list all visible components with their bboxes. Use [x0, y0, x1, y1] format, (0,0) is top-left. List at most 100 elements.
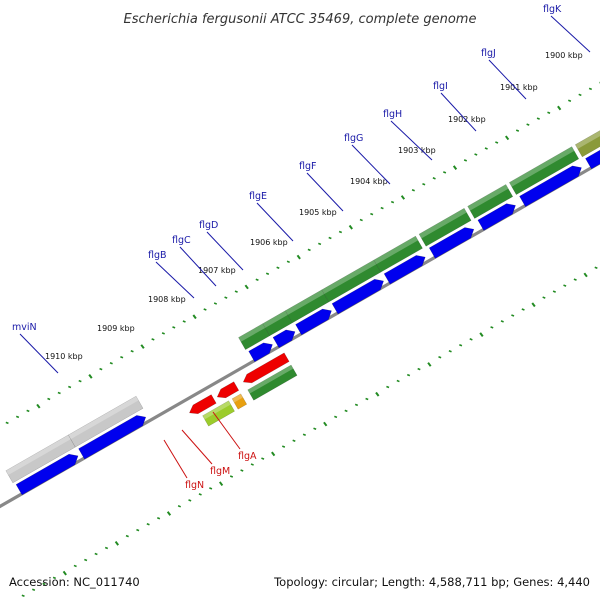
forward-tick	[286, 260, 290, 264]
forward-tick	[422, 183, 426, 186]
topology-text: Topology: circular; Length: 4,588,711 bp…	[274, 575, 590, 589]
reverse-tick	[42, 582, 46, 586]
forward-tick	[328, 236, 332, 240]
forward-tick	[182, 320, 186, 323]
reverse-tick	[573, 278, 577, 281]
reverse-tick	[313, 427, 317, 431]
reverse-tick	[114, 540, 120, 546]
forward-tick	[588, 87, 593, 91]
reverse-tick	[84, 558, 88, 562]
accession-text: Accession: NC_011740	[9, 575, 140, 589]
forward-tick	[15, 415, 20, 419]
reverse-tick	[521, 308, 525, 311]
forward-tick	[307, 248, 311, 252]
feature-track	[5, 130, 600, 496]
forward-tick	[318, 242, 322, 246]
forward-tick	[57, 391, 61, 395]
reverse-tick	[302, 433, 306, 436]
forward-tick	[547, 111, 551, 114]
forward-tick	[213, 302, 218, 305]
forward-tick	[255, 278, 259, 281]
gene-label: flgD	[199, 220, 218, 231]
forward-tick	[390, 200, 395, 204]
reverse-tick	[323, 421, 328, 427]
cds-arrow	[248, 342, 273, 363]
forward-tick	[432, 177, 436, 180]
forward-tick	[400, 195, 406, 200]
kbp-label: 1907 kbp	[198, 266, 236, 275]
cds-arrow-reverse	[216, 381, 240, 399]
forward-tick	[370, 212, 374, 216]
gene-leader-line	[181, 429, 213, 465]
forward-tick	[515, 129, 520, 132]
reverse-tick	[459, 344, 463, 347]
forward-tick	[99, 367, 103, 371]
reverse-tick	[62, 570, 67, 576]
forward-tick	[78, 379, 82, 383]
gene-label: flgI	[433, 81, 448, 92]
reverse-tick	[542, 296, 546, 299]
cds-arrow	[15, 453, 79, 496]
cds-arrow	[519, 165, 582, 207]
forward-tick	[244, 284, 249, 290]
gene-band-shine	[509, 146, 575, 187]
gene-band	[574, 130, 600, 158]
reverse-tick	[354, 403, 359, 407]
gene-band-shine	[575, 130, 600, 149]
forward-tick	[504, 135, 510, 141]
gene-leader-line	[155, 261, 195, 299]
reverse-tick	[563, 284, 567, 287]
forward-tick	[443, 171, 447, 174]
forward-tick	[203, 308, 207, 311]
gene-leader-line	[550, 15, 591, 53]
forward-tick	[68, 385, 72, 389]
reverse-tick-ring	[21, 266, 598, 598]
cds-arrow	[272, 329, 296, 349]
reverse-tick	[344, 409, 348, 413]
forward-tick	[359, 218, 363, 222]
reverse-tick	[177, 505, 181, 508]
map-title: Escherichia fergusonii ATCC 35469, compl…	[124, 12, 477, 27]
kbp-label: 1906 kbp	[250, 238, 288, 247]
gene-leader-line	[212, 411, 241, 450]
gene-label: flgM	[210, 466, 230, 477]
gene-band-reverse-shine	[202, 400, 231, 420]
forward-tick	[130, 350, 134, 353]
forward-tick	[348, 224, 353, 230]
reverse-tick	[438, 355, 442, 359]
reverse-tick	[94, 552, 98, 556]
forward-tick	[474, 153, 478, 156]
reverse-tick	[73, 564, 77, 568]
gene-label: flgF	[299, 161, 316, 172]
reverse-tick	[406, 373, 411, 377]
cds-arrow-reverse	[189, 394, 217, 414]
gene-band-reverse	[202, 400, 235, 427]
reverse-tick	[229, 475, 234, 478]
forward-tick	[265, 272, 270, 275]
forward-tick	[452, 165, 458, 170]
gene-label: flgJ	[481, 48, 496, 59]
forward-tick	[380, 206, 384, 210]
gene-band-shine	[238, 323, 266, 342]
kbp-label: 1903 kbp	[398, 146, 436, 155]
forward-tick	[526, 123, 530, 126]
reverse-tick	[583, 272, 588, 278]
reverse-tick	[198, 493, 202, 496]
gene-leader-line	[440, 92, 477, 132]
forward-tick	[36, 403, 41, 409]
gene-label: flgE	[249, 191, 267, 202]
gene-label: flgN	[185, 480, 204, 491]
gene-band-shine	[419, 208, 467, 239]
forward-tick	[557, 105, 562, 111]
gene-band-shine	[467, 184, 509, 211]
reverse-tick	[250, 463, 254, 466]
reverse-tick	[334, 415, 338, 419]
forward-tick	[5, 421, 9, 425]
gene-band	[508, 146, 580, 195]
forward-tick	[568, 99, 572, 103]
forward-tick	[536, 117, 540, 120]
kbp-label: 1900 kbp	[545, 51, 583, 60]
kbp-scale: 1900 kbp 1901 kbp 1902 kbp 1903 kbp 1904 kbp…	[45, 51, 583, 361]
cds-arrow	[78, 415, 147, 460]
